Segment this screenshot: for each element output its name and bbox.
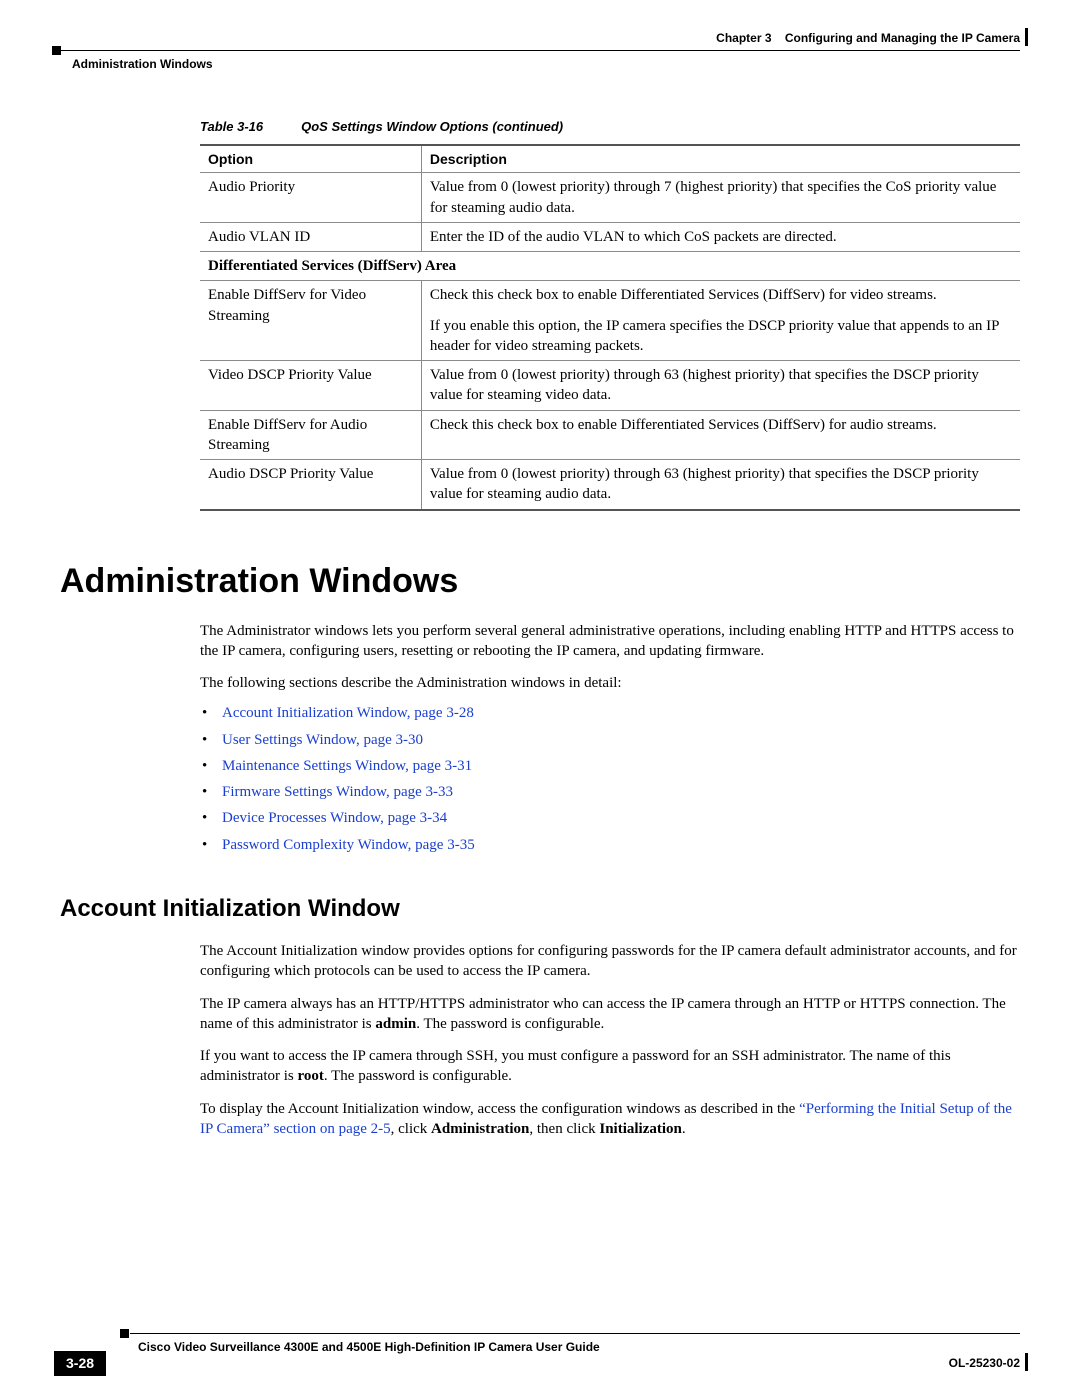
table-row: Video DSCP Priority Value Value from 0 (… [200, 361, 1020, 411]
xref-link[interactable]: User Settings Window, page 3-30 [222, 732, 423, 748]
footer-bar-icon [1025, 1353, 1028, 1371]
table-row: Audio Priority Value from 0 (lowest prio… [200, 173, 1020, 223]
table-section-row: Differentiated Services (DiffServ) Area [200, 252, 1020, 281]
list-item: Account Initialization Window, page 3-28 [222, 703, 1020, 723]
body-text: To display the Account Initialization wi… [200, 1099, 1020, 1140]
table-row: Audio DSCP Priority Value Value from 0 (… [200, 460, 1020, 510]
heading-account-initialization: Account Initialization Window [60, 893, 1020, 925]
xref-link[interactable]: Password Complexity Window, page 3-35 [222, 837, 475, 853]
page-number: 3-28 [54, 1351, 106, 1376]
list-item: Password Complexity Window, page 3-35 [222, 835, 1020, 855]
table-row: Audio VLAN ID Enter the ID of the audio … [200, 222, 1020, 251]
xref-link[interactable]: Account Initialization Window, page 3-28 [222, 705, 474, 721]
chapter-number: Chapter 3 [716, 31, 781, 45]
header-square-icon [52, 46, 61, 55]
chapter-title: Configuring and Managing the IP Camera [785, 31, 1020, 45]
heading-administration-windows: Administration Windows [60, 559, 1020, 605]
list-item: User Settings Window, page 3-30 [222, 730, 1020, 750]
xref-link[interactable]: Device Processes Window, page 3-34 [222, 810, 447, 826]
body-text: The Administrator windows lets you perfo… [200, 621, 1020, 662]
header-bar-icon [1025, 28, 1028, 46]
qos-options-table: Option Description Audio Priority Value … [200, 144, 1020, 511]
column-header-description: Description [421, 145, 1020, 173]
column-header-option: Option [200, 145, 421, 173]
footer-doc-number: OL-25230-02 [949, 1355, 1020, 1371]
footer-square-icon [120, 1329, 129, 1338]
running-footer: Cisco Video Surveillance 4300E and 4500E… [60, 1333, 1020, 1375]
xref-link[interactable]: Maintenance Settings Window, page 3-31 [222, 758, 472, 774]
body-text: The IP camera always has an HTTP/HTTPS a… [200, 994, 1020, 1035]
table-row: Enable DiffServ for Video Streaming Chec… [200, 281, 1020, 361]
list-item: Firmware Settings Window, page 3-33 [222, 782, 1020, 802]
xref-list: Account Initialization Window, page 3-28… [200, 703, 1020, 855]
footer-doc-title: Cisco Video Surveillance 4300E and 4500E… [138, 1339, 600, 1355]
body-text: The following sections describe the Admi… [200, 673, 1020, 693]
list-item: Device Processes Window, page 3-34 [222, 808, 1020, 828]
table-caption: Table 3-16QoS Settings Window Options (c… [200, 118, 1020, 136]
body-text: The Account Initialization window provid… [200, 941, 1020, 982]
section-title: Administration Windows [72, 56, 213, 72]
list-item: Maintenance Settings Window, page 3-31 [222, 756, 1020, 776]
running-header: Chapter 3 Configuring and Managing the I… [60, 30, 1020, 78]
table-row: Enable DiffServ for Audio Streaming Chec… [200, 410, 1020, 460]
body-text: If you want to access the IP camera thro… [200, 1046, 1020, 1087]
xref-link[interactable]: Firmware Settings Window, page 3-33 [222, 784, 453, 800]
